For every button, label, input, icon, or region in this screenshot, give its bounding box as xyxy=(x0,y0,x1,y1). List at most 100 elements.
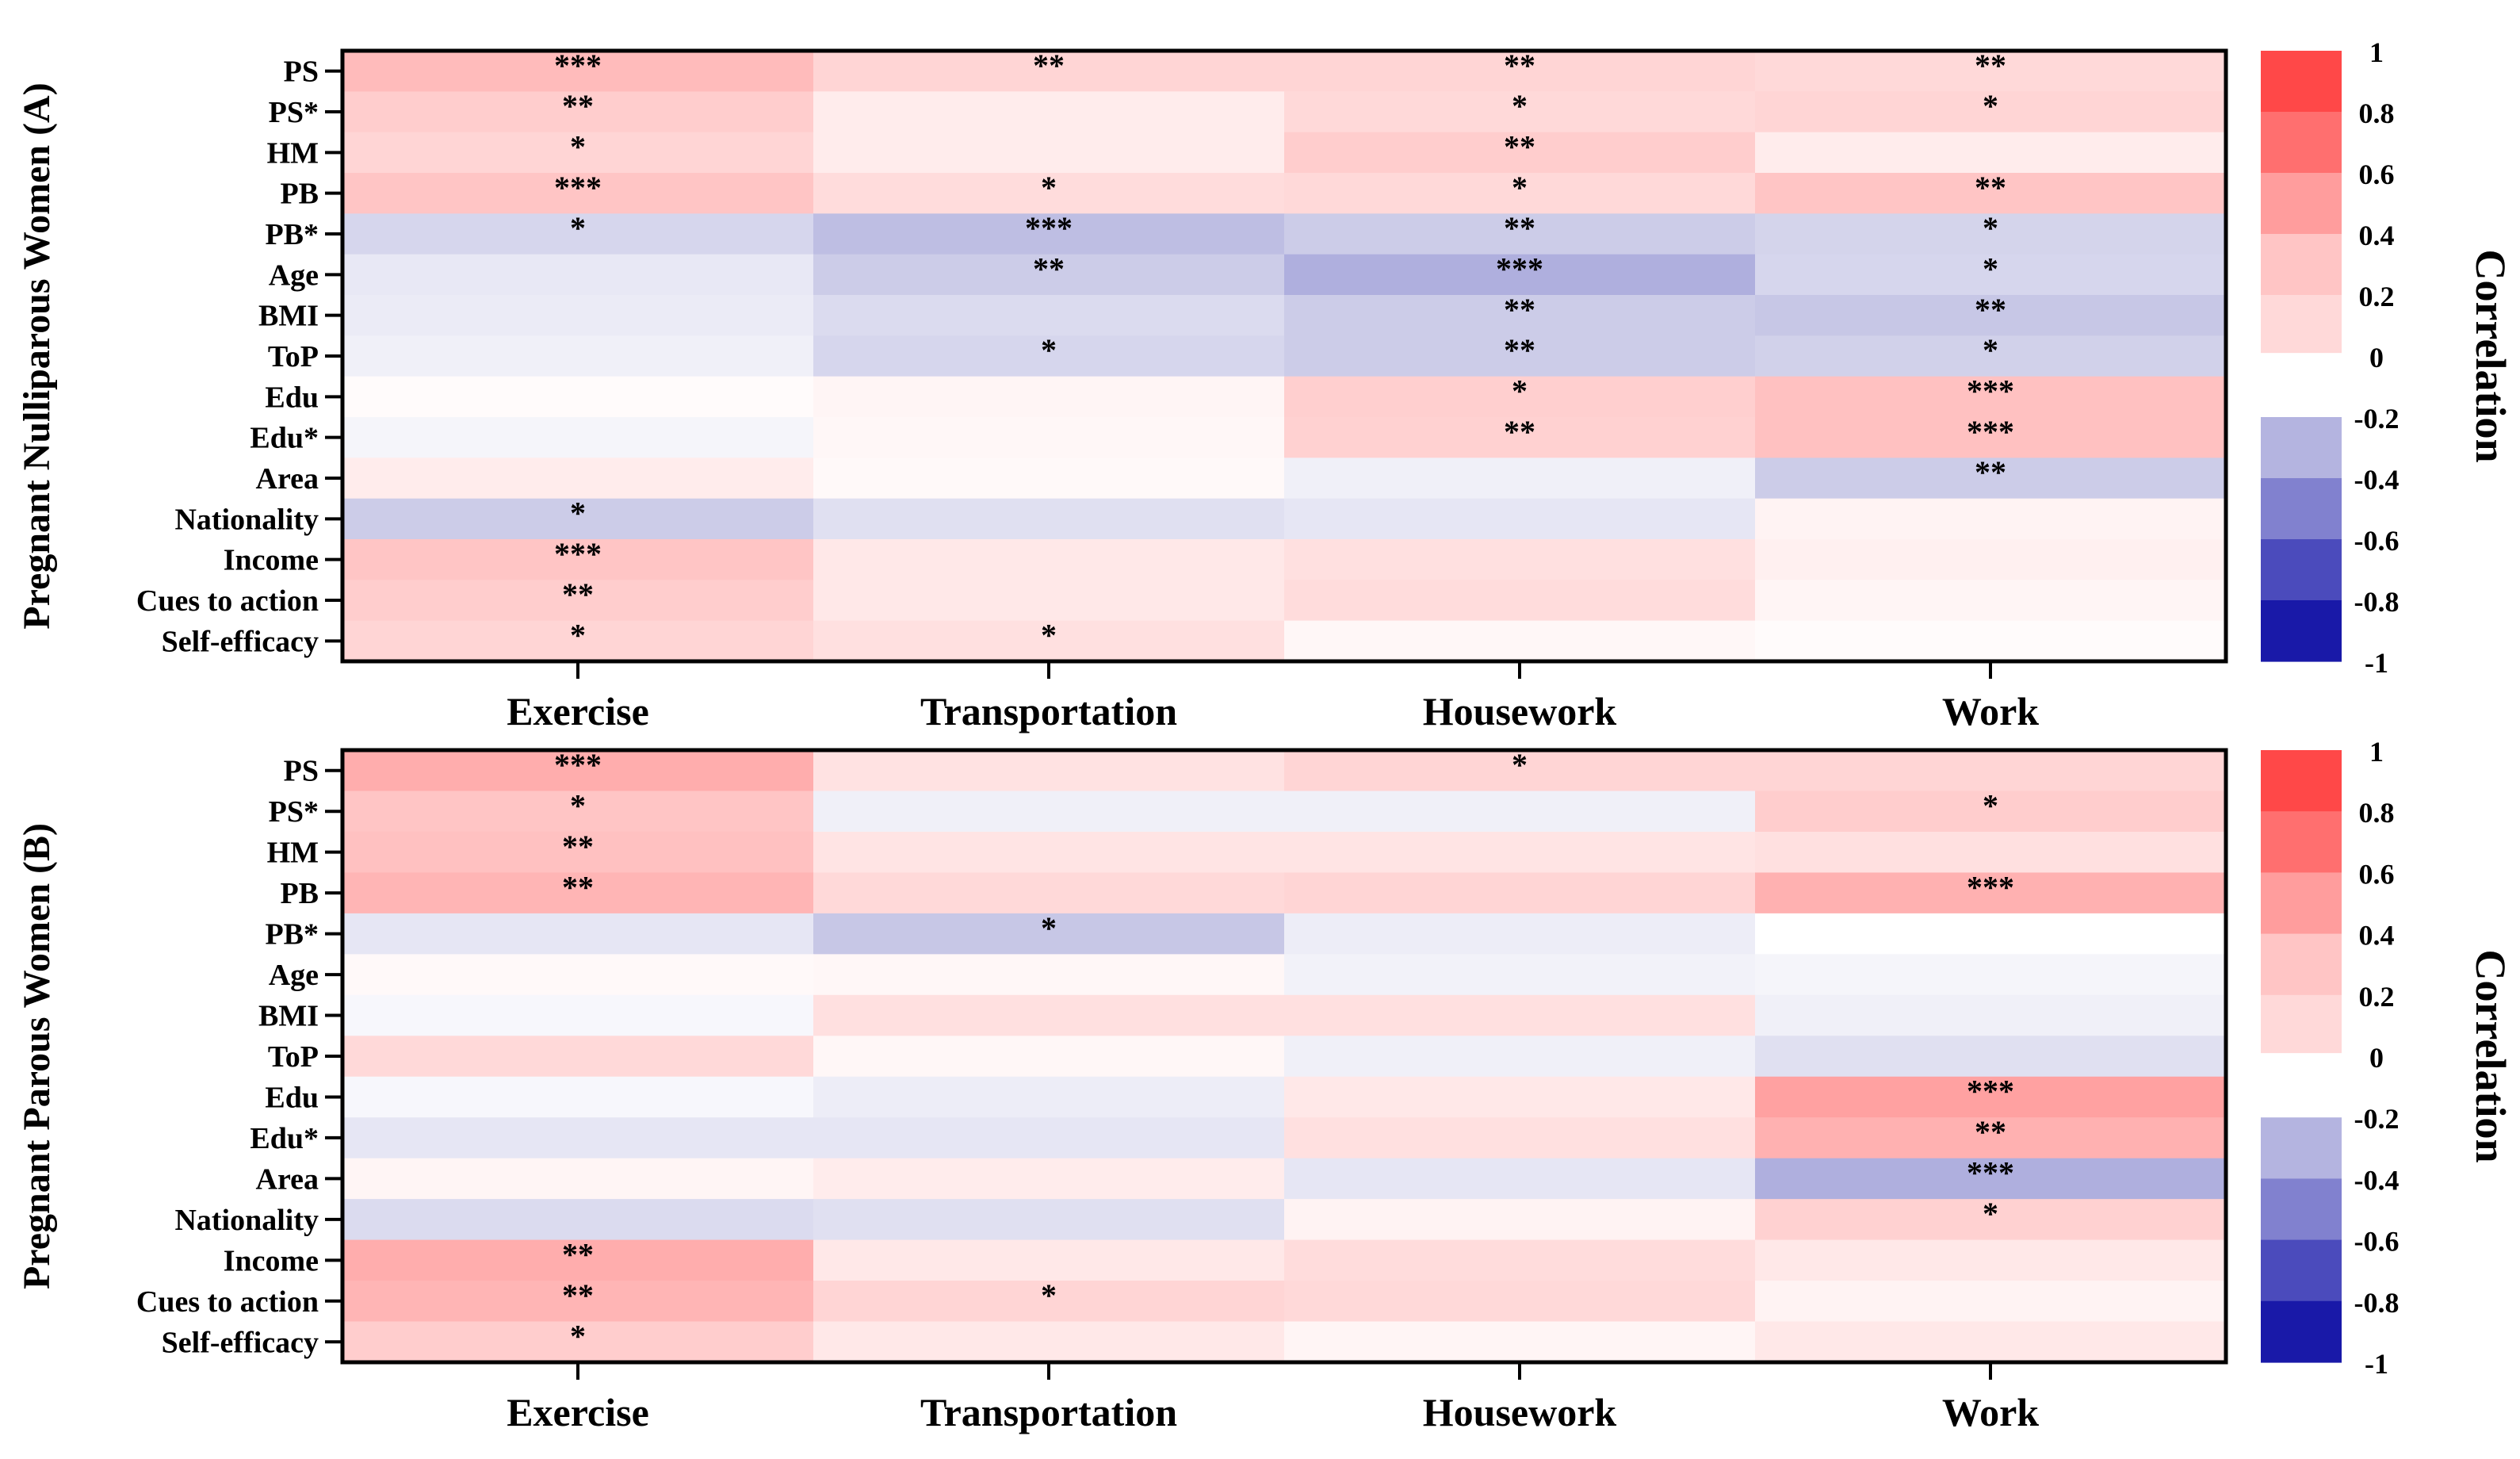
significance-mark: ** xyxy=(1504,292,1535,327)
heatmap-cell xyxy=(1755,831,2227,873)
row-label: Area xyxy=(256,1162,319,1196)
significance-mark: *** xyxy=(1967,1155,2014,1191)
colorbar-swatch xyxy=(2261,417,2342,479)
colorbar-swatch xyxy=(2261,51,2342,113)
colorbar-swatch xyxy=(2261,811,2342,873)
heatmap-cell xyxy=(813,1321,1285,1363)
heatmap-cell xyxy=(342,750,814,792)
colorbar-tick-label: 0.8 xyxy=(2359,98,2395,129)
row-label: Edu xyxy=(265,1081,319,1114)
colorbar-swatch xyxy=(2261,539,2342,601)
significance-mark: ** xyxy=(1975,292,2006,327)
heatmap-cell xyxy=(813,1281,1285,1323)
heatmap-panel-nulliparous: *** ** ** **** * ** ***** * * *** *** ** *** *** *** **… xyxy=(16,36,2514,733)
significance-mark: * xyxy=(1983,88,1998,124)
colorbar-tick-label: -0.4 xyxy=(2354,464,2400,496)
heatmap-cell xyxy=(1755,51,2227,92)
heatmap-cell xyxy=(342,872,814,914)
significance-mark: *** xyxy=(1496,251,1543,286)
colorbar-tick-label: -0.2 xyxy=(2354,1103,2400,1135)
row-label: Nationality xyxy=(174,1204,319,1237)
significance-mark: *** xyxy=(1967,373,2014,408)
heatmap-cell xyxy=(1284,580,1756,622)
row-label: PS* xyxy=(269,96,319,129)
significance-mark: * xyxy=(570,1318,586,1354)
heatmap-cell xyxy=(342,458,814,500)
row-label: PS* xyxy=(269,795,319,829)
significance-mark: ** xyxy=(1975,48,2006,83)
significance-mark: *** xyxy=(1967,869,2014,905)
heatmap-cell xyxy=(1755,1199,2227,1241)
column-label: Transportation xyxy=(920,689,1177,733)
heatmap-cell xyxy=(1755,791,2227,833)
significance-mark: ** xyxy=(562,1237,594,1273)
heatmap-cell xyxy=(813,1239,1285,1281)
heatmap-cell xyxy=(813,91,1285,133)
heatmap-cell xyxy=(1284,335,1756,377)
heatmap-cell xyxy=(813,458,1285,500)
significance-mark: * xyxy=(570,495,586,530)
significance-mark: * xyxy=(1983,787,1998,823)
heatmap-cell xyxy=(813,1199,1285,1241)
heatmap-cell xyxy=(1284,539,1756,580)
colorbar-swatch xyxy=(2261,600,2342,662)
heatmap-cell xyxy=(1284,1158,1756,1200)
colorbar-tick-label: -0.8 xyxy=(2354,586,2400,618)
row-label: Edu* xyxy=(250,422,319,455)
heatmap-cell xyxy=(342,580,814,622)
significance-mark: * xyxy=(1983,1196,1998,1231)
heatmap-cell xyxy=(342,417,814,458)
heatmap-cell xyxy=(1755,295,2227,336)
heatmap-cell xyxy=(342,376,814,418)
colorbar-tick-label: 0.8 xyxy=(2359,797,2395,829)
significance-mark: ** xyxy=(1975,170,2006,205)
heatmap-cell xyxy=(813,213,1285,255)
row-label: ToP xyxy=(268,1040,319,1074)
colorbar-tick-label: -1 xyxy=(2365,647,2388,679)
heatmap-cell xyxy=(1755,498,2227,540)
heatmap-cell xyxy=(1284,750,1756,792)
heatmap-cell xyxy=(1755,580,2227,622)
colorbar-swatch xyxy=(2261,872,2342,935)
significance-mark: * xyxy=(1041,332,1057,368)
heatmap-cell xyxy=(1755,91,2227,133)
colorbar-tick-label: 0.4 xyxy=(2359,920,2395,952)
colorbar-swatch xyxy=(2261,933,2342,996)
heatmap-cell xyxy=(342,1199,814,1241)
significance-mark: * xyxy=(1041,1277,1057,1313)
heatmap-cell xyxy=(813,913,1285,955)
colorbar-swatch xyxy=(2261,1117,2342,1179)
significance-mark: * xyxy=(1041,170,1057,205)
colorbar-tick-label: 0.4 xyxy=(2359,220,2395,251)
heatmap-cell xyxy=(342,620,814,662)
heatmap-cell xyxy=(1755,1281,2227,1323)
significance-mark: ** xyxy=(1504,332,1535,368)
heatmap-cell xyxy=(342,132,814,174)
heatmap-cell xyxy=(342,51,814,92)
heatmap-cell xyxy=(813,539,1285,580)
heatmap-cell xyxy=(342,254,814,296)
heatmap-cell xyxy=(342,213,814,255)
panel-title: Pregnant Nulliparous Women (A) xyxy=(16,82,58,629)
heatmap-cell xyxy=(1755,254,2227,296)
heatmap-cell xyxy=(1755,539,2227,580)
heatmap-cell xyxy=(813,1117,1285,1159)
heatmap-cell xyxy=(1755,173,2227,214)
colorbar-tick-label: 0.2 xyxy=(2359,281,2395,312)
heatmap-cell xyxy=(1284,173,1756,214)
heatmap-cell xyxy=(813,620,1285,662)
heatmap-cell xyxy=(813,994,1285,1036)
significance-mark: * xyxy=(570,210,586,246)
heatmap-cell xyxy=(1284,1281,1756,1323)
significance-mark: *** xyxy=(554,48,602,83)
significance-mark: ** xyxy=(1504,210,1535,246)
heatmap-cell xyxy=(1755,458,2227,500)
heatmap-cell xyxy=(342,791,814,833)
row-label: ToP xyxy=(268,340,319,373)
colorbar-tick-label: -0.6 xyxy=(2354,525,2400,557)
significance-mark: *** xyxy=(1967,1074,2014,1109)
row-label: Income xyxy=(224,544,319,577)
row-label: Nationality xyxy=(174,503,319,536)
row-label: Edu xyxy=(265,381,319,414)
